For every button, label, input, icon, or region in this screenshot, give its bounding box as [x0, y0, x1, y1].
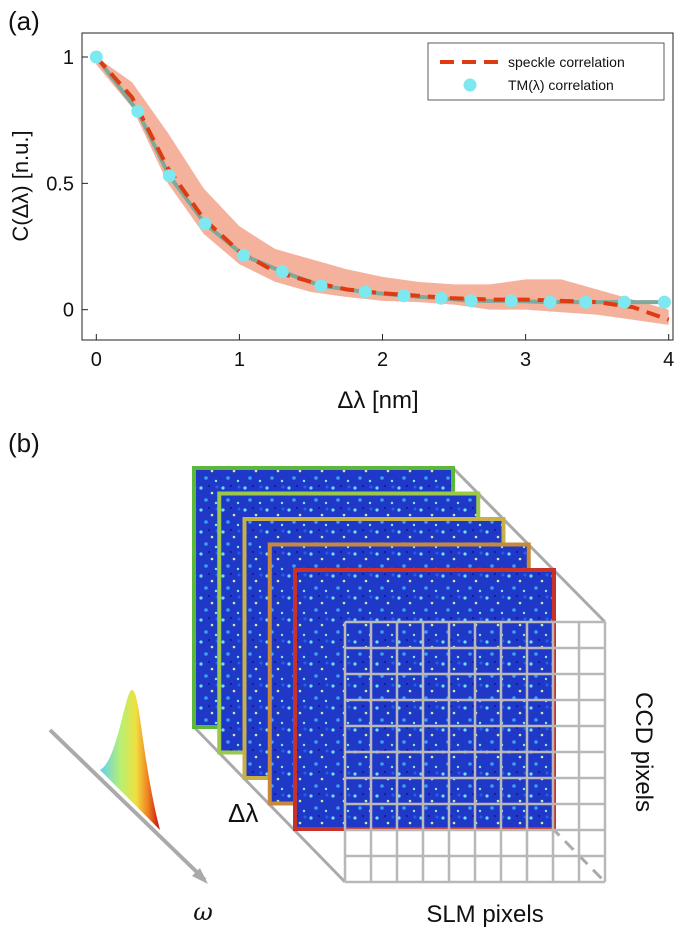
legend-label: speckle correlation — [508, 54, 625, 70]
tm-point — [397, 289, 411, 303]
tm-point — [504, 294, 518, 308]
tm-point — [275, 265, 289, 279]
tm-point — [198, 217, 212, 231]
x-axis-label: Δλ [nm] — [337, 387, 418, 414]
x-tick-label: 1 — [234, 349, 245, 371]
tm-point — [162, 169, 176, 183]
frequency-axis — [48, 728, 207, 882]
arrow-head — [192, 868, 208, 884]
tm-point — [358, 285, 372, 299]
panel-label: (b) — [8, 428, 40, 458]
panel-label: (a) — [8, 6, 40, 36]
x-tick-label: 4 — [663, 349, 674, 371]
y-axis-label: C(Δλ) [n.u.] — [8, 130, 33, 241]
tm-point — [617, 295, 631, 309]
tm-point — [579, 295, 593, 309]
tm-point — [237, 248, 251, 262]
tm-point — [657, 295, 671, 309]
tm-point — [543, 295, 557, 309]
y-tick-label: 0 — [63, 300, 74, 322]
ccd-label: CCD pixels — [630, 692, 657, 812]
tm-point — [434, 291, 448, 305]
x-tick-label: 3 — [520, 349, 531, 371]
x-tick-label: 2 — [377, 349, 388, 371]
legend-label: TM(λ) correlation — [508, 77, 614, 93]
tm-point — [131, 104, 145, 118]
speckle-line — [94, 55, 670, 322]
spectrum — [100, 690, 160, 830]
tm-point — [89, 50, 103, 64]
omega-label: ω — [193, 898, 213, 926]
tm-point — [464, 294, 478, 308]
legend-swatch — [463, 78, 477, 92]
x-tick-label: 0 — [91, 349, 102, 371]
plot-frame — [81, 32, 674, 341]
slm-label: SLM pixels — [426, 901, 543, 928]
tm-point — [314, 279, 328, 293]
y-tick-label: 0.5 — [46, 173, 74, 195]
delta-label: Δλ — [228, 798, 258, 828]
y-tick-label: 1 — [63, 47, 74, 69]
